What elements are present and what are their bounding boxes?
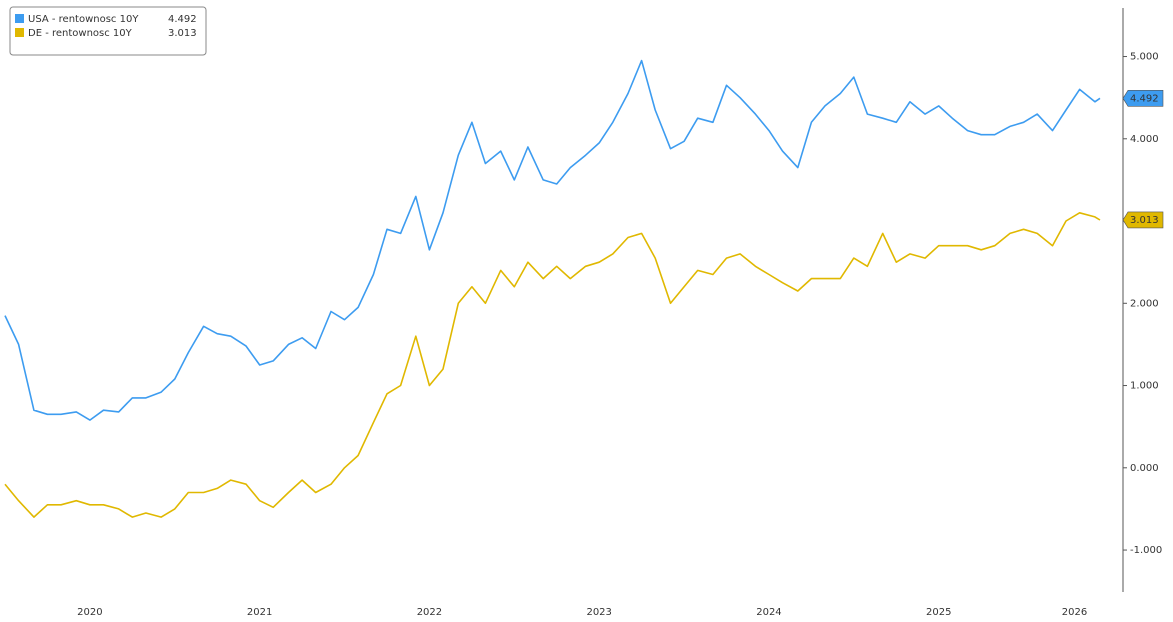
last-value-tag: 3.013 [1122,211,1164,229]
y-tick-label: -1.000 [1130,545,1162,556]
legend-swatch [15,14,24,23]
last-value-tag: 4.492 [1122,90,1164,107]
series-line [4,212,1101,518]
legend-value: 3.013 [168,28,197,39]
legend-value: 4.492 [168,14,197,25]
legend: USA - rentownosc 10Y 4.492 DE - rentownosc… [9,6,207,56]
legend-swatch [15,28,24,37]
last-value-tag-label: 3.013 [1130,215,1159,226]
x-tick-label: 2022 [417,607,442,618]
x-tick-label: 2020 [77,607,102,618]
x-tick-label: 2024 [756,607,781,618]
last-value-tag-box [1122,211,1164,229]
legend-label: DE - rentownosc 10Y [28,28,133,39]
x-tick-label: 2025 [926,607,951,618]
legend-box [9,6,207,56]
y-tick-label: 4.000 [1130,134,1159,145]
last-value-tag-label: 4.492 [1130,93,1159,104]
last-value-tag-box [1122,90,1164,107]
series-line [4,59,1101,421]
legend-label: USA - rentownosc 10Y [28,14,139,25]
y-tick-label: 0.000 [1130,463,1159,474]
x-tick-label: 2023 [586,607,611,618]
y-tick-label: 5.000 [1130,52,1159,63]
y-tick-label: 2.000 [1130,298,1159,309]
y-tick-label: 1.000 [1130,381,1159,392]
x-tick-label: 2021 [247,607,272,618]
x-tick-label: 2026 [1062,607,1087,618]
